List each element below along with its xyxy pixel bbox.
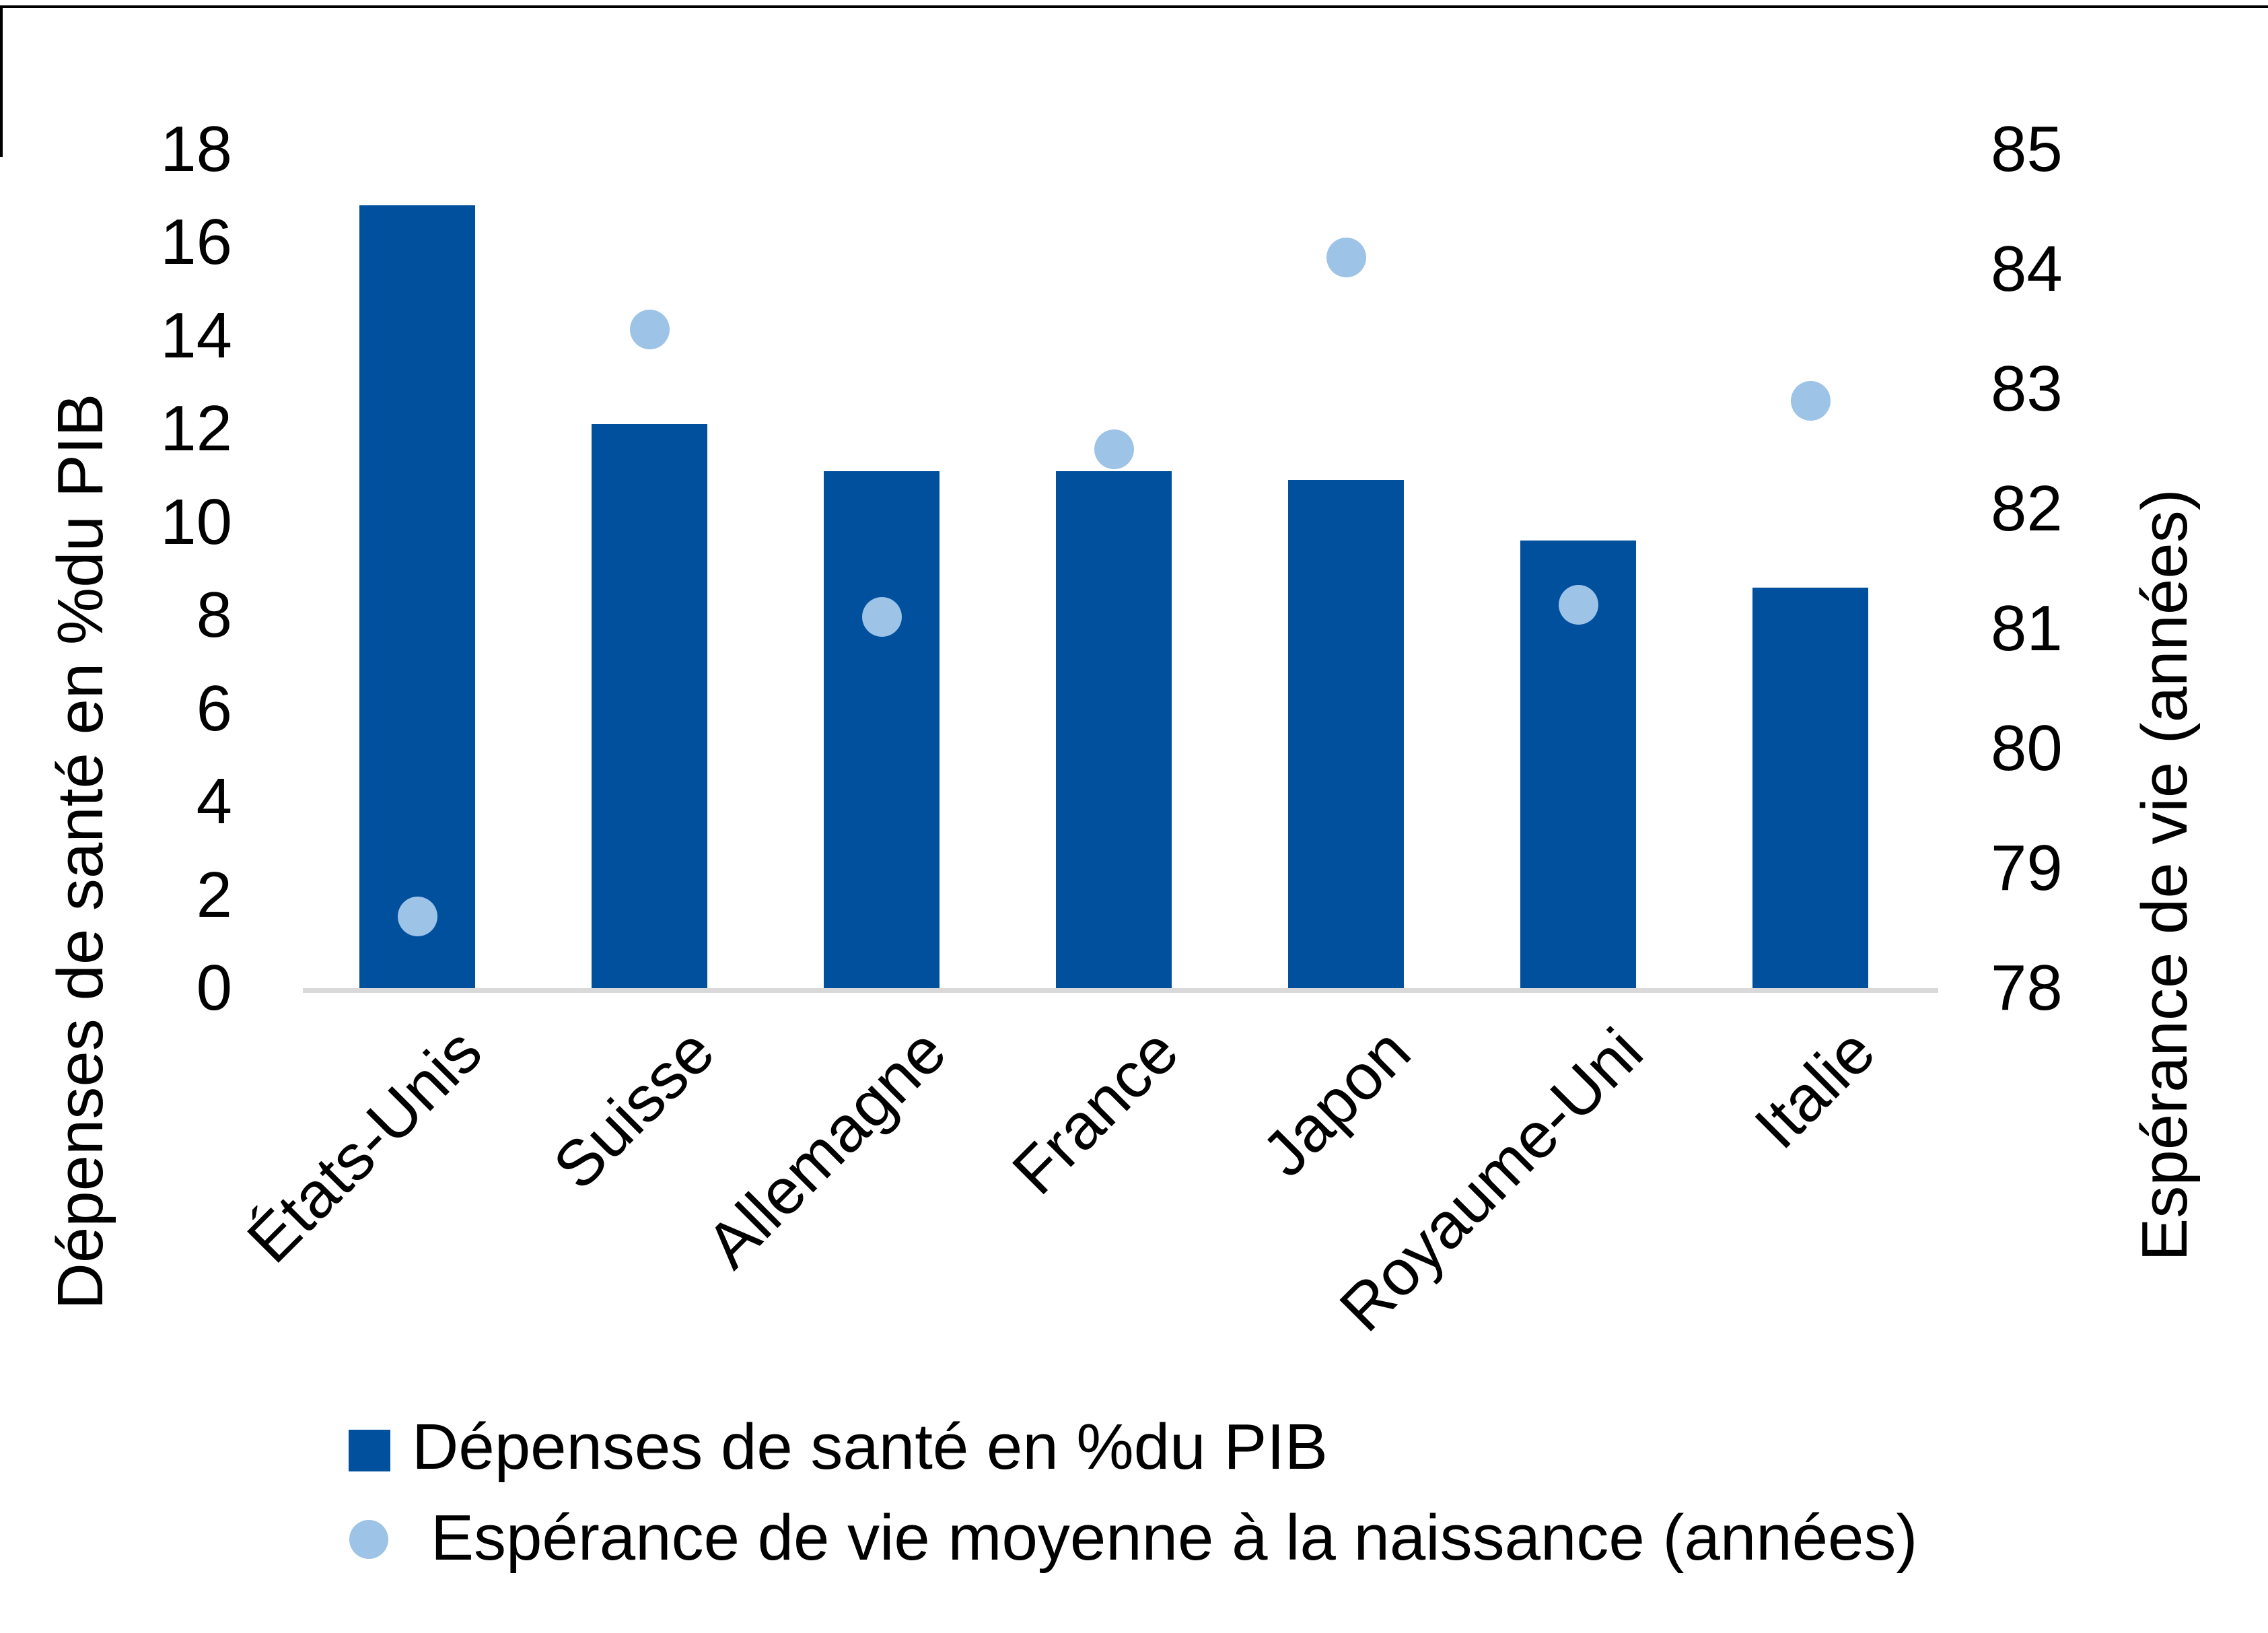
x-label-japon: Japon [1248,1014,1425,1191]
left-axis-tick-10: 10 [160,485,232,558]
x-label-italie: Italie [1741,1014,1889,1162]
right-axis-tick-82: 82 [1991,473,2063,545]
right-axis-tick-80: 80 [1991,712,2063,784]
dot-japon [1326,237,1366,277]
left-axis-tick-6: 6 [196,672,232,744]
dot-allemagne [861,596,902,637]
left-axis-tick-4: 4 [196,765,232,838]
bar-allemagne [824,471,940,988]
right-axis-tick-79: 79 [1991,832,2063,904]
x-label-suisse: Suisse [540,1014,728,1204]
frame-top-border [0,5,2268,8]
bar-suisse [592,424,707,988]
left-axis-tick-14: 14 [160,299,232,372]
legend-bar-swatch-icon [349,1430,390,1471]
bar-france [1056,471,1172,988]
bar-etats-unis [359,205,475,988]
left-axis-tick-18: 18 [160,113,232,185]
right-axis-tick-83: 83 [1991,353,2063,425]
x-axis-baseline [303,988,1938,993]
legend-label-scatter-series: Espérance de vie moyenne à la naissance … [431,1502,1918,1574]
left-axis-tick-16: 16 [160,206,232,279]
right-axis-tick-85: 85 [1991,113,2063,185]
left-axis-tick-12: 12 [160,392,232,465]
left-axis-tick-8: 8 [196,579,232,652]
dot-royaume-uni [1558,584,1598,625]
x-label-etats-unis: États-Unis [234,1014,496,1277]
left-axis-tick-2: 2 [196,858,232,931]
right-axis-tick-81: 81 [1991,592,2063,664]
frame-left-border [0,5,3,157]
right-axis-tick-84: 84 [1991,233,2063,305]
legend-label-bar-series: Dépenses de santé en %du PIB [412,1411,1328,1483]
dot-etats-unis [397,896,437,936]
dot-suisse [629,309,670,349]
legend-dot-swatch-icon [349,1520,388,1559]
bar-italie [1752,587,1868,988]
right-axis-tick-78: 78 [1991,952,2063,1024]
dot-france [1094,429,1134,469]
x-label-allemagne: Allemagne [693,1014,960,1282]
bar-japon [1288,480,1404,988]
left-axis-tick-0: 0 [196,952,232,1024]
x-label-france: France [999,1014,1193,1208]
dot-italie [1790,381,1831,421]
